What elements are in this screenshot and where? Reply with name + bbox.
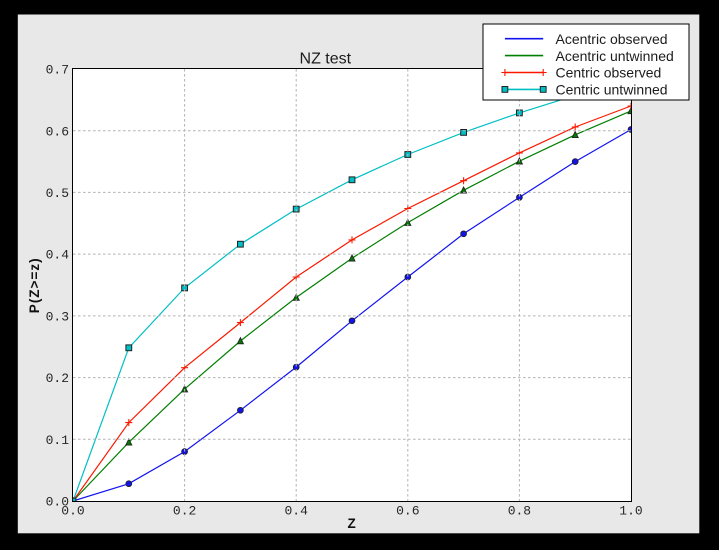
svg-text:Acentric untwinned: Acentric untwinned xyxy=(556,48,674,64)
svg-text:0.2: 0.2 xyxy=(173,504,196,519)
svg-text:Acentric observed: Acentric observed xyxy=(556,31,668,47)
svg-text:0.7: 0.7 xyxy=(46,63,69,78)
svg-text:0.6: 0.6 xyxy=(46,124,69,139)
svg-text:0.2: 0.2 xyxy=(46,371,69,386)
svg-text:0.8: 0.8 xyxy=(508,504,531,519)
svg-text:0.1: 0.1 xyxy=(46,433,70,448)
svg-text:0.4: 0.4 xyxy=(46,248,70,263)
svg-text:P(Z>=z): P(Z>=z) xyxy=(27,257,42,313)
svg-text:0.6: 0.6 xyxy=(396,504,419,519)
svg-text:Centric observed: Centric observed xyxy=(556,65,662,81)
svg-text:0.3: 0.3 xyxy=(46,310,69,325)
svg-text:NZ test: NZ test xyxy=(300,51,352,68)
svg-text:Z: Z xyxy=(347,516,355,531)
svg-text:Centric untwinned: Centric untwinned xyxy=(556,82,668,98)
svg-text:0.4: 0.4 xyxy=(284,504,308,519)
svg-text:0.5: 0.5 xyxy=(46,186,69,201)
svg-text:0.0: 0.0 xyxy=(46,495,69,510)
svg-text:1.0: 1.0 xyxy=(619,504,642,519)
svg-text:0.0: 0.0 xyxy=(61,504,84,519)
